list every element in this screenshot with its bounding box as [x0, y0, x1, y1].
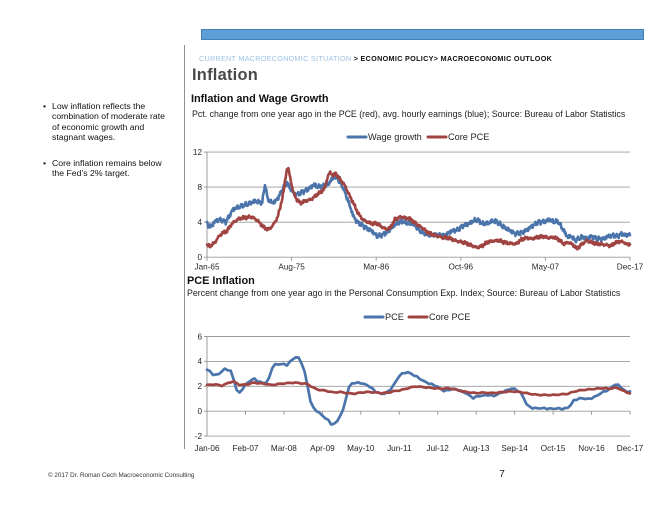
svg-text:Apr-09: Apr-09 [310, 444, 335, 453]
svg-text:Oct-15: Oct-15 [541, 444, 566, 453]
svg-text:Core PCE: Core PCE [448, 132, 489, 142]
svg-text:6: 6 [197, 332, 202, 341]
svg-text:Dec-17: Dec-17 [617, 263, 644, 272]
svg-text:Wage growth: Wage growth [368, 132, 422, 142]
svg-text:Aug-75: Aug-75 [278, 263, 305, 272]
svg-text:12: 12 [193, 148, 203, 157]
svg-text:PCE: PCE [385, 312, 404, 322]
svg-text:2: 2 [197, 382, 202, 391]
svg-text:Nov-16: Nov-16 [578, 444, 605, 453]
svg-text:0: 0 [197, 407, 202, 416]
svg-text:Jul-12: Jul-12 [427, 444, 450, 453]
svg-text:Sep-14: Sep-14 [501, 444, 528, 453]
svg-text:4: 4 [197, 357, 202, 366]
svg-text:Jun-11: Jun-11 [387, 444, 412, 453]
svg-text:-2: -2 [195, 432, 203, 441]
svg-text:Aug-13: Aug-13 [463, 444, 490, 453]
svg-text:Core PCE: Core PCE [429, 312, 470, 322]
svg-text:Dec-17: Dec-17 [617, 444, 644, 453]
svg-text:May-07: May-07 [532, 263, 560, 272]
svg-text:Feb-07: Feb-07 [233, 444, 259, 453]
svg-text:Oct-96: Oct-96 [449, 263, 474, 272]
svg-text:Jan-06: Jan-06 [194, 444, 219, 453]
svg-text:Mar-08: Mar-08 [271, 444, 297, 453]
svg-text:May-10: May-10 [347, 444, 375, 453]
svg-text:4: 4 [197, 218, 202, 227]
svg-text:0: 0 [197, 253, 202, 262]
svg-text:Jan-65: Jan-65 [194, 263, 219, 272]
svg-text:8: 8 [197, 183, 202, 192]
svg-text:Mar-86: Mar-86 [363, 263, 389, 272]
